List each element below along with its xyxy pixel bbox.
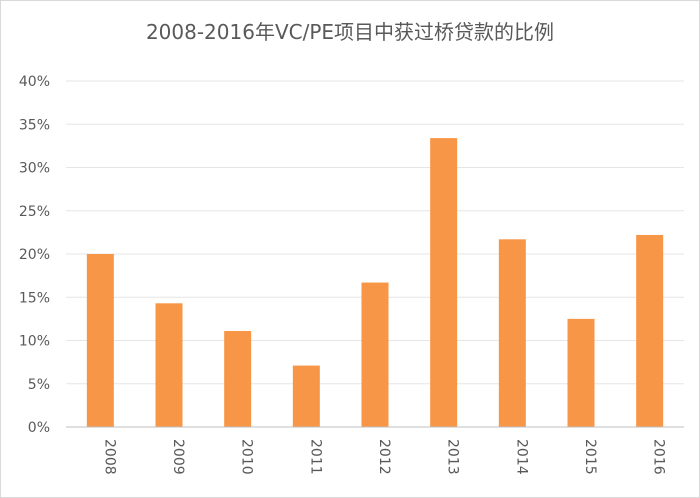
x-tick-label: 2016 bbox=[651, 439, 667, 475]
x-tick-label: 2011 bbox=[307, 439, 323, 475]
x-tick-label: 2008 bbox=[101, 439, 117, 475]
chart-title: 2008-2016年VC/PE项目中获过桥贷款的比例 bbox=[145, 20, 555, 44]
x-tick-label: 2012 bbox=[376, 439, 392, 475]
y-tick-label: 30% bbox=[19, 161, 50, 177]
bar-2012 bbox=[361, 282, 389, 427]
y-tick-label: 15% bbox=[19, 290, 50, 306]
y-tick-label: 0% bbox=[28, 420, 50, 436]
x-tick-label: 2009 bbox=[170, 439, 186, 475]
bar-2009 bbox=[155, 303, 183, 427]
bar-2016 bbox=[636, 234, 664, 427]
x-tick-label: 2015 bbox=[582, 439, 598, 475]
x-tick-label: 2010 bbox=[239, 439, 255, 475]
bars bbox=[86, 138, 664, 427]
bar-2011 bbox=[292, 365, 320, 427]
x-axis-ticks: 2008 2009 2010 2011 2012 2013 2014 2015 2016 bbox=[101, 439, 666, 475]
y-axis-ticks: 0% 5% 10% 15% 20% 25% 30% 35% 40% bbox=[19, 74, 50, 436]
bar-2014 bbox=[498, 239, 526, 427]
y-tick-label: 40% bbox=[19, 74, 50, 90]
bar-2015 bbox=[567, 318, 595, 427]
y-tick-label: 5% bbox=[28, 377, 50, 393]
y-tick-label: 20% bbox=[19, 247, 50, 263]
y-tick-label: 10% bbox=[19, 334, 50, 350]
y-tick-label: 35% bbox=[19, 117, 50, 133]
bar-2013 bbox=[430, 138, 458, 427]
x-tick-label: 2013 bbox=[445, 439, 461, 475]
y-tick-label: 25% bbox=[19, 204, 50, 220]
x-tick-label: 2014 bbox=[513, 439, 529, 475]
bar-2010 bbox=[224, 330, 252, 427]
bar-2008 bbox=[86, 254, 114, 427]
